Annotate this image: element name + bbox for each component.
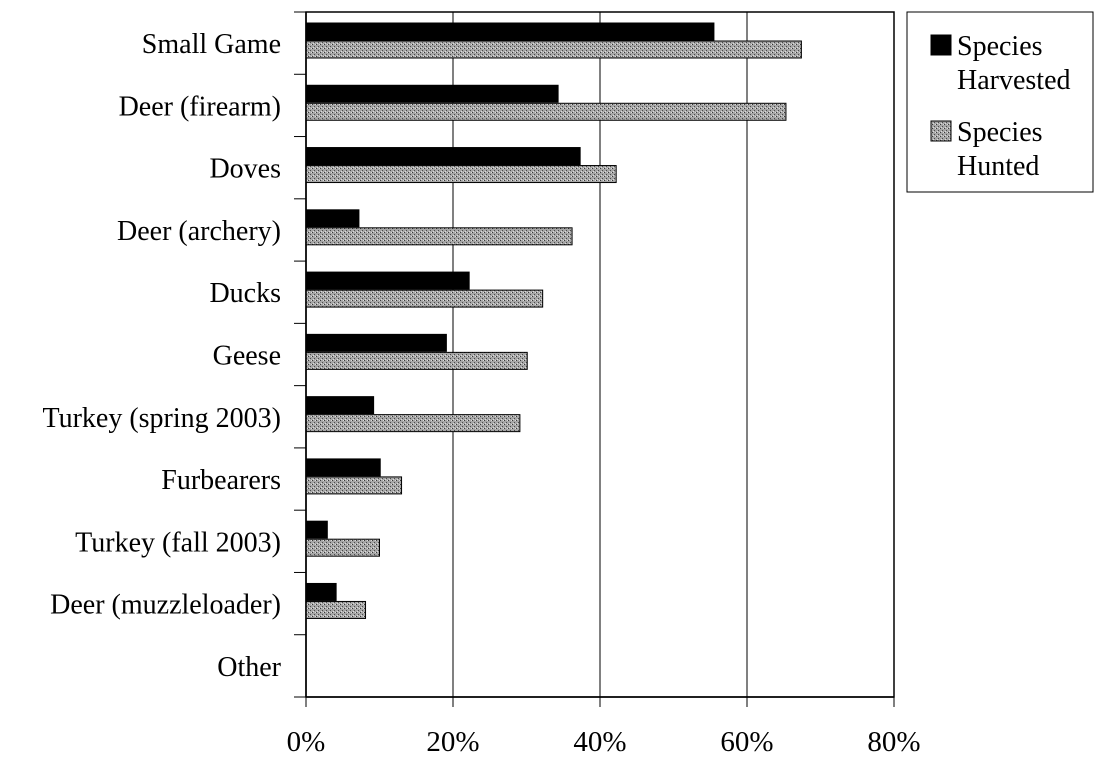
bar-hunted	[305, 414, 521, 433]
bar-hunted	[305, 538, 380, 557]
category-labels: Small Game Deer (firearm) Doves Deer (arche…	[42, 29, 281, 683]
bar-harvested	[305, 396, 375, 415]
bar-harvested	[305, 458, 381, 477]
bar-harvested	[305, 209, 360, 228]
bar-hunted	[305, 351, 528, 370]
legend-swatch-harvested	[930, 34, 952, 56]
legend-label: Hunted	[957, 151, 1039, 182]
bar-hunted	[305, 289, 544, 308]
x-tick-label: 60%	[720, 726, 773, 758]
legend-swatch-hunted	[930, 120, 952, 142]
category-label: Ducks	[209, 278, 281, 309]
legend-label: Harvested	[957, 65, 1071, 96]
x-tick-label: 0%	[287, 726, 326, 758]
category-label: Small Game	[142, 29, 281, 60]
bar-harvested	[305, 333, 447, 352]
bar-harvested	[305, 84, 559, 103]
bar-harvested	[305, 147, 581, 166]
axes	[294, 11, 895, 707]
bar-hunted	[305, 476, 403, 495]
x-tick-label: 20%	[426, 726, 479, 758]
category-label: Doves	[209, 154, 281, 185]
bar-harvested	[305, 520, 328, 539]
bar-harvested	[305, 22, 715, 41]
x-tick-labels: 0% 20% 40% 60% 80%	[287, 726, 921, 758]
x-tick-label: 80%	[867, 726, 920, 758]
category-label: Deer (archery)	[117, 216, 281, 247]
category-label: Deer (muzzleloader)	[50, 590, 281, 621]
bar-harvested	[305, 582, 337, 601]
bar-hunted	[305, 165, 617, 184]
legend-label: Species	[957, 31, 1043, 62]
bar-hunted	[305, 227, 573, 246]
bars	[305, 22, 802, 619]
category-label: Turkey (spring 2003)	[42, 403, 281, 434]
bar-harvested	[305, 271, 470, 290]
x-tick-label: 40%	[573, 726, 626, 758]
category-label: Furbearers	[161, 465, 281, 496]
bar-hunted	[305, 600, 367, 619]
category-label: Turkey (fall 2003)	[75, 527, 281, 558]
bar-hunted	[305, 102, 787, 121]
bar-hunted	[305, 40, 802, 59]
category-label: Geese	[213, 341, 281, 372]
category-label: Other	[217, 652, 281, 683]
legend-label: Species	[957, 117, 1043, 148]
category-label: Deer (firearm)	[119, 91, 281, 122]
